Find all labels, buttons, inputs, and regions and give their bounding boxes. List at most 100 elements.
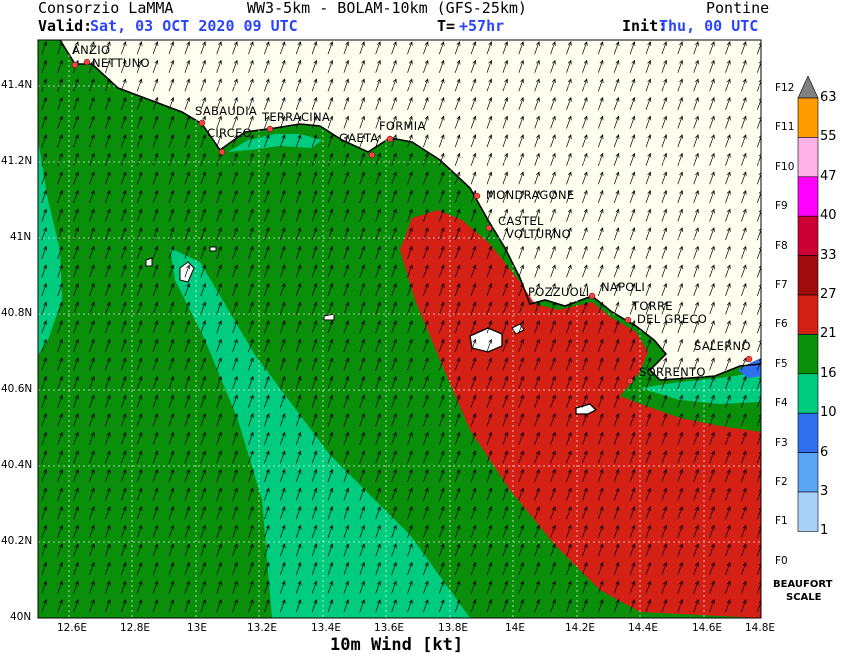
wind-arrow [73,282,79,297]
wind-arrow [343,413,350,427]
wind-arrow [168,41,175,55]
wind-arrow [582,413,588,427]
wind-arrow [566,320,572,334]
wind-arrow [629,282,636,297]
wind-arrow [677,487,683,501]
colorbar-segment [797,373,819,414]
wind-arrow [470,301,477,315]
wind-arrow [279,78,286,92]
wind-arrow [73,78,79,92]
wind-arrow [454,375,461,390]
wind-arrow [518,375,524,390]
wind-arrow [502,413,509,427]
wind-arrow [248,59,254,73]
wind-arrow [327,524,334,538]
wind-arrow [629,357,636,371]
beaufort-scale-label-2: SCALE [786,592,822,603]
wind-arrow [264,543,270,557]
wind-arrow [438,543,445,557]
wind-arrow [359,506,365,520]
wind-arrow [57,115,63,129]
wind-arrow [120,450,127,464]
wind-arrow [279,208,286,222]
wind-arrow [248,171,254,185]
wind-arrow [168,301,175,315]
forecast-step-label: T= [437,17,456,35]
wind-arrow [454,96,461,111]
wind-arrow [486,431,493,445]
wind-arrow [295,580,302,594]
wind-arrow [41,41,47,55]
wind-arrow [343,282,350,297]
lat-tick: 40.2N [1,535,33,547]
wind-arrow [582,357,588,371]
wind-arrow [470,599,477,613]
wind-arrow [200,301,206,315]
wind-arrow [741,189,747,204]
wind-arrow [264,580,270,594]
wind-arrow [613,506,620,520]
wind-arrow [454,78,461,92]
wind-arrow [248,245,254,259]
wind-arrow [73,431,79,445]
wind-arrow [423,450,429,464]
wind-arrow [200,338,206,352]
wind-arrow [73,487,79,501]
wind-arrow [41,431,47,445]
wind-arrow [661,394,668,408]
wind-arrow [264,134,270,148]
colorbar-knot-label: 21 [820,326,837,342]
wind-arrow [216,357,222,371]
wind-arrow [391,152,397,166]
wind-arrow [105,78,111,92]
wind-arrow [311,468,318,483]
wind-arrow [232,468,238,483]
wind-arrow [89,599,95,613]
wind-arrow [232,320,238,334]
wind-arrow [661,357,668,371]
wind-arrow [725,580,731,594]
wind-arrow [677,264,683,278]
wind-arrow [438,41,445,55]
wind-arrow [407,208,413,222]
wind-arrow [629,524,636,538]
wind-arrow [41,450,47,464]
wind-arrow [120,320,127,334]
wind-arrow [518,264,524,278]
wind-arrow [136,543,143,557]
wind-arrow [295,282,302,297]
wind-arrow [423,431,429,445]
wind-arrow [470,487,477,501]
wind-arrow [661,580,668,594]
wind-arrow [550,338,556,352]
wind-arrow [407,171,413,185]
wind-arrow [391,413,397,427]
wind-arrow [343,59,350,73]
wind-arrow [438,561,445,576]
wind-arrow [311,487,318,501]
wind-arrow [375,208,381,222]
wind-arrow [677,320,683,334]
wind-arrow [693,78,699,92]
wind-arrow [41,171,47,185]
wind-arrow [693,152,699,166]
wind-arrow [629,227,636,241]
wind-arrow [57,357,63,371]
wind-arrow [359,245,365,259]
wind-arrow [73,338,79,352]
wind-arrow [248,134,254,148]
wind-arrow [375,394,381,408]
wind-arrow [741,375,747,390]
wind-arrow [407,375,413,390]
x-axis-title: 10m Wind [kt] [330,635,464,655]
wind-arrow [359,282,365,297]
wind-arrow [629,413,636,427]
wind-arrow [454,227,461,241]
wind-arrow [486,134,493,148]
wind-arrow [423,580,429,594]
wind-arrow [359,487,365,501]
wind-arrow [741,506,747,520]
wind-arrow [264,208,270,222]
wind-arrow [216,59,222,73]
wind-arrow [232,245,238,259]
